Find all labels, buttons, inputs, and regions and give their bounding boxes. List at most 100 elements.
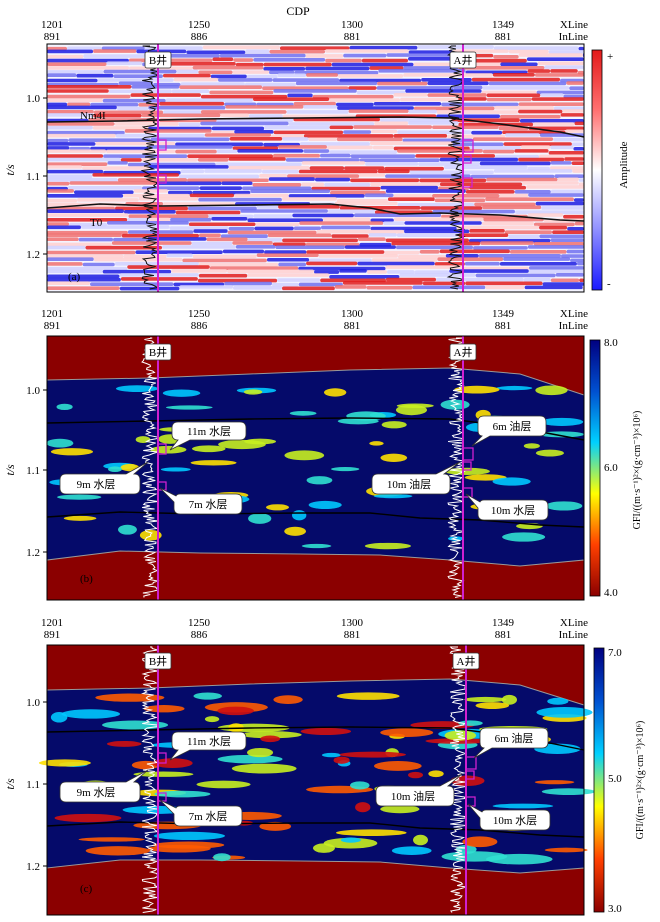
seismic-stripe: [404, 229, 470, 234]
inline-label-c: InLine: [559, 629, 588, 641]
xline-tick-1349-b: 1349: [492, 308, 515, 320]
seismic-stripe: [403, 73, 493, 77]
gfi-anomaly: [350, 781, 370, 790]
seismic-stripe: [178, 122, 201, 127]
seismic-stripe: [293, 101, 336, 106]
seismic-stripe: [282, 286, 335, 291]
seismic-stripe: [202, 45, 280, 50]
seismic-stripe: [299, 221, 384, 225]
seismic-stripe: [47, 233, 122, 237]
gfi-anomaly: [308, 500, 342, 509]
gfi-anomaly: [535, 449, 564, 457]
gfi-anomaly: [428, 770, 444, 778]
label-10m-oil-c: 10m 油层: [391, 789, 435, 803]
seismic-stripe: [458, 233, 509, 237]
seismic-stripe: [189, 193, 235, 198]
seismic-stripe: [111, 241, 192, 245]
seismic-stripe: [188, 222, 256, 227]
seismic-stripe: [168, 190, 193, 195]
well-b-tag: B井: [149, 53, 167, 67]
gfi-anomaly: [196, 780, 251, 789]
seismic-stripe: [301, 182, 325, 187]
seismic-stripe: [486, 177, 558, 182]
gfi-anomaly: [243, 389, 263, 395]
gfi-anomaly: [501, 694, 517, 705]
gfi-anomaly: [284, 526, 306, 536]
seismic-stripe: [250, 189, 331, 193]
seismic-stripe: [47, 193, 124, 198]
seismic-stripe: [263, 66, 306, 71]
seismic-stripe: [540, 93, 564, 97]
gfi-anomaly: [464, 474, 507, 481]
seismic-stripe: [171, 269, 228, 273]
seismic-stripe: [384, 250, 420, 255]
seismic-stripe: [560, 113, 584, 117]
seismic-stripe: [192, 254, 257, 259]
seismic-stripe: [369, 141, 453, 145]
colorbar-b-mid: 6.0: [604, 462, 618, 474]
seismic-stripe: [399, 273, 476, 277]
seismic-stripe: [47, 222, 70, 226]
seismic-stripe: [119, 286, 180, 291]
seismic-stripe: [492, 73, 535, 77]
seismic-stripe: [232, 285, 283, 290]
seismic-stripe: [78, 237, 114, 242]
seismic-stripe: [560, 254, 584, 258]
seismic-stripe: [252, 182, 302, 187]
gfi-anomaly: [331, 466, 360, 472]
seismic-stripe: [557, 177, 579, 182]
seismic-stripe: [278, 262, 307, 267]
seismic-stripe: [408, 121, 459, 125]
cdp-title: CDP: [286, 4, 310, 18]
seismic-stripe: [482, 205, 542, 210]
seismic-stripe: [554, 174, 584, 178]
seismic-stripe: [526, 57, 584, 61]
seismic-stripe: [68, 138, 151, 142]
seismic-stripe: [179, 174, 260, 179]
seismic-stripe: [47, 105, 117, 110]
y-axis-label-b: t/s: [3, 464, 17, 476]
callout-b-10m-oil: 10m 油层: [371, 461, 461, 495]
seismic-stripe: [400, 97, 459, 102]
seismic-stripe: [300, 142, 370, 146]
label-9m-water-b: 9m 水层: [77, 478, 116, 491]
inline-tick-881-b: 881: [344, 320, 361, 332]
seismic-stripe: [215, 162, 302, 167]
seismic-stripe: [186, 50, 246, 55]
seismic-stripe: [118, 81, 154, 86]
seismic-stripe: [393, 134, 448, 138]
seismic-stripe: [539, 234, 584, 239]
y-tick-1-1-c: 1.1: [26, 779, 40, 791]
seismic-stripe: [422, 281, 466, 286]
seismic-stripe: [47, 242, 112, 247]
gfi-anomaly: [46, 438, 74, 448]
inline-tick-891-b: 891: [44, 320, 61, 332]
seismic-stripe: [338, 74, 404, 78]
inline-tick-881-c: 881: [344, 629, 361, 641]
seismic-stripe: [316, 229, 405, 234]
colorbar-b-min: 4.0: [604, 587, 618, 599]
seismic-stripe: [131, 85, 180, 89]
seismic-stripe: [436, 277, 524, 282]
seismic-stripe: [534, 73, 584, 77]
seismic-stripe: [361, 58, 409, 63]
seismic-stripe: [414, 270, 450, 274]
seismic-stripe: [47, 237, 79, 242]
seismic-stripe: [479, 161, 551, 166]
colorbar-c-title: GFI/((m·s⁻¹)²×(g·cm⁻³)×10⁶): [635, 721, 646, 840]
callout-b-10m-water: 10m 水层: [465, 493, 549, 521]
seismic-stripe: [432, 194, 500, 198]
seismic-stripe: [544, 65, 584, 69]
seismic-stripe: [47, 146, 70, 150]
seismic-stripe: [47, 250, 136, 255]
panel-a-seismic-bands: [47, 45, 584, 291]
seismic-stripe: [101, 46, 145, 51]
seismic-stripe: [348, 86, 377, 90]
seismic-stripe: [504, 230, 553, 234]
seismic-stripe: [232, 241, 273, 245]
seismic-stripe: [242, 186, 312, 191]
gfi-anomaly: [301, 543, 332, 549]
seismic-stripe: [397, 254, 446, 259]
seismic-stripe: [123, 254, 167, 259]
seismic-stripe: [127, 217, 150, 222]
